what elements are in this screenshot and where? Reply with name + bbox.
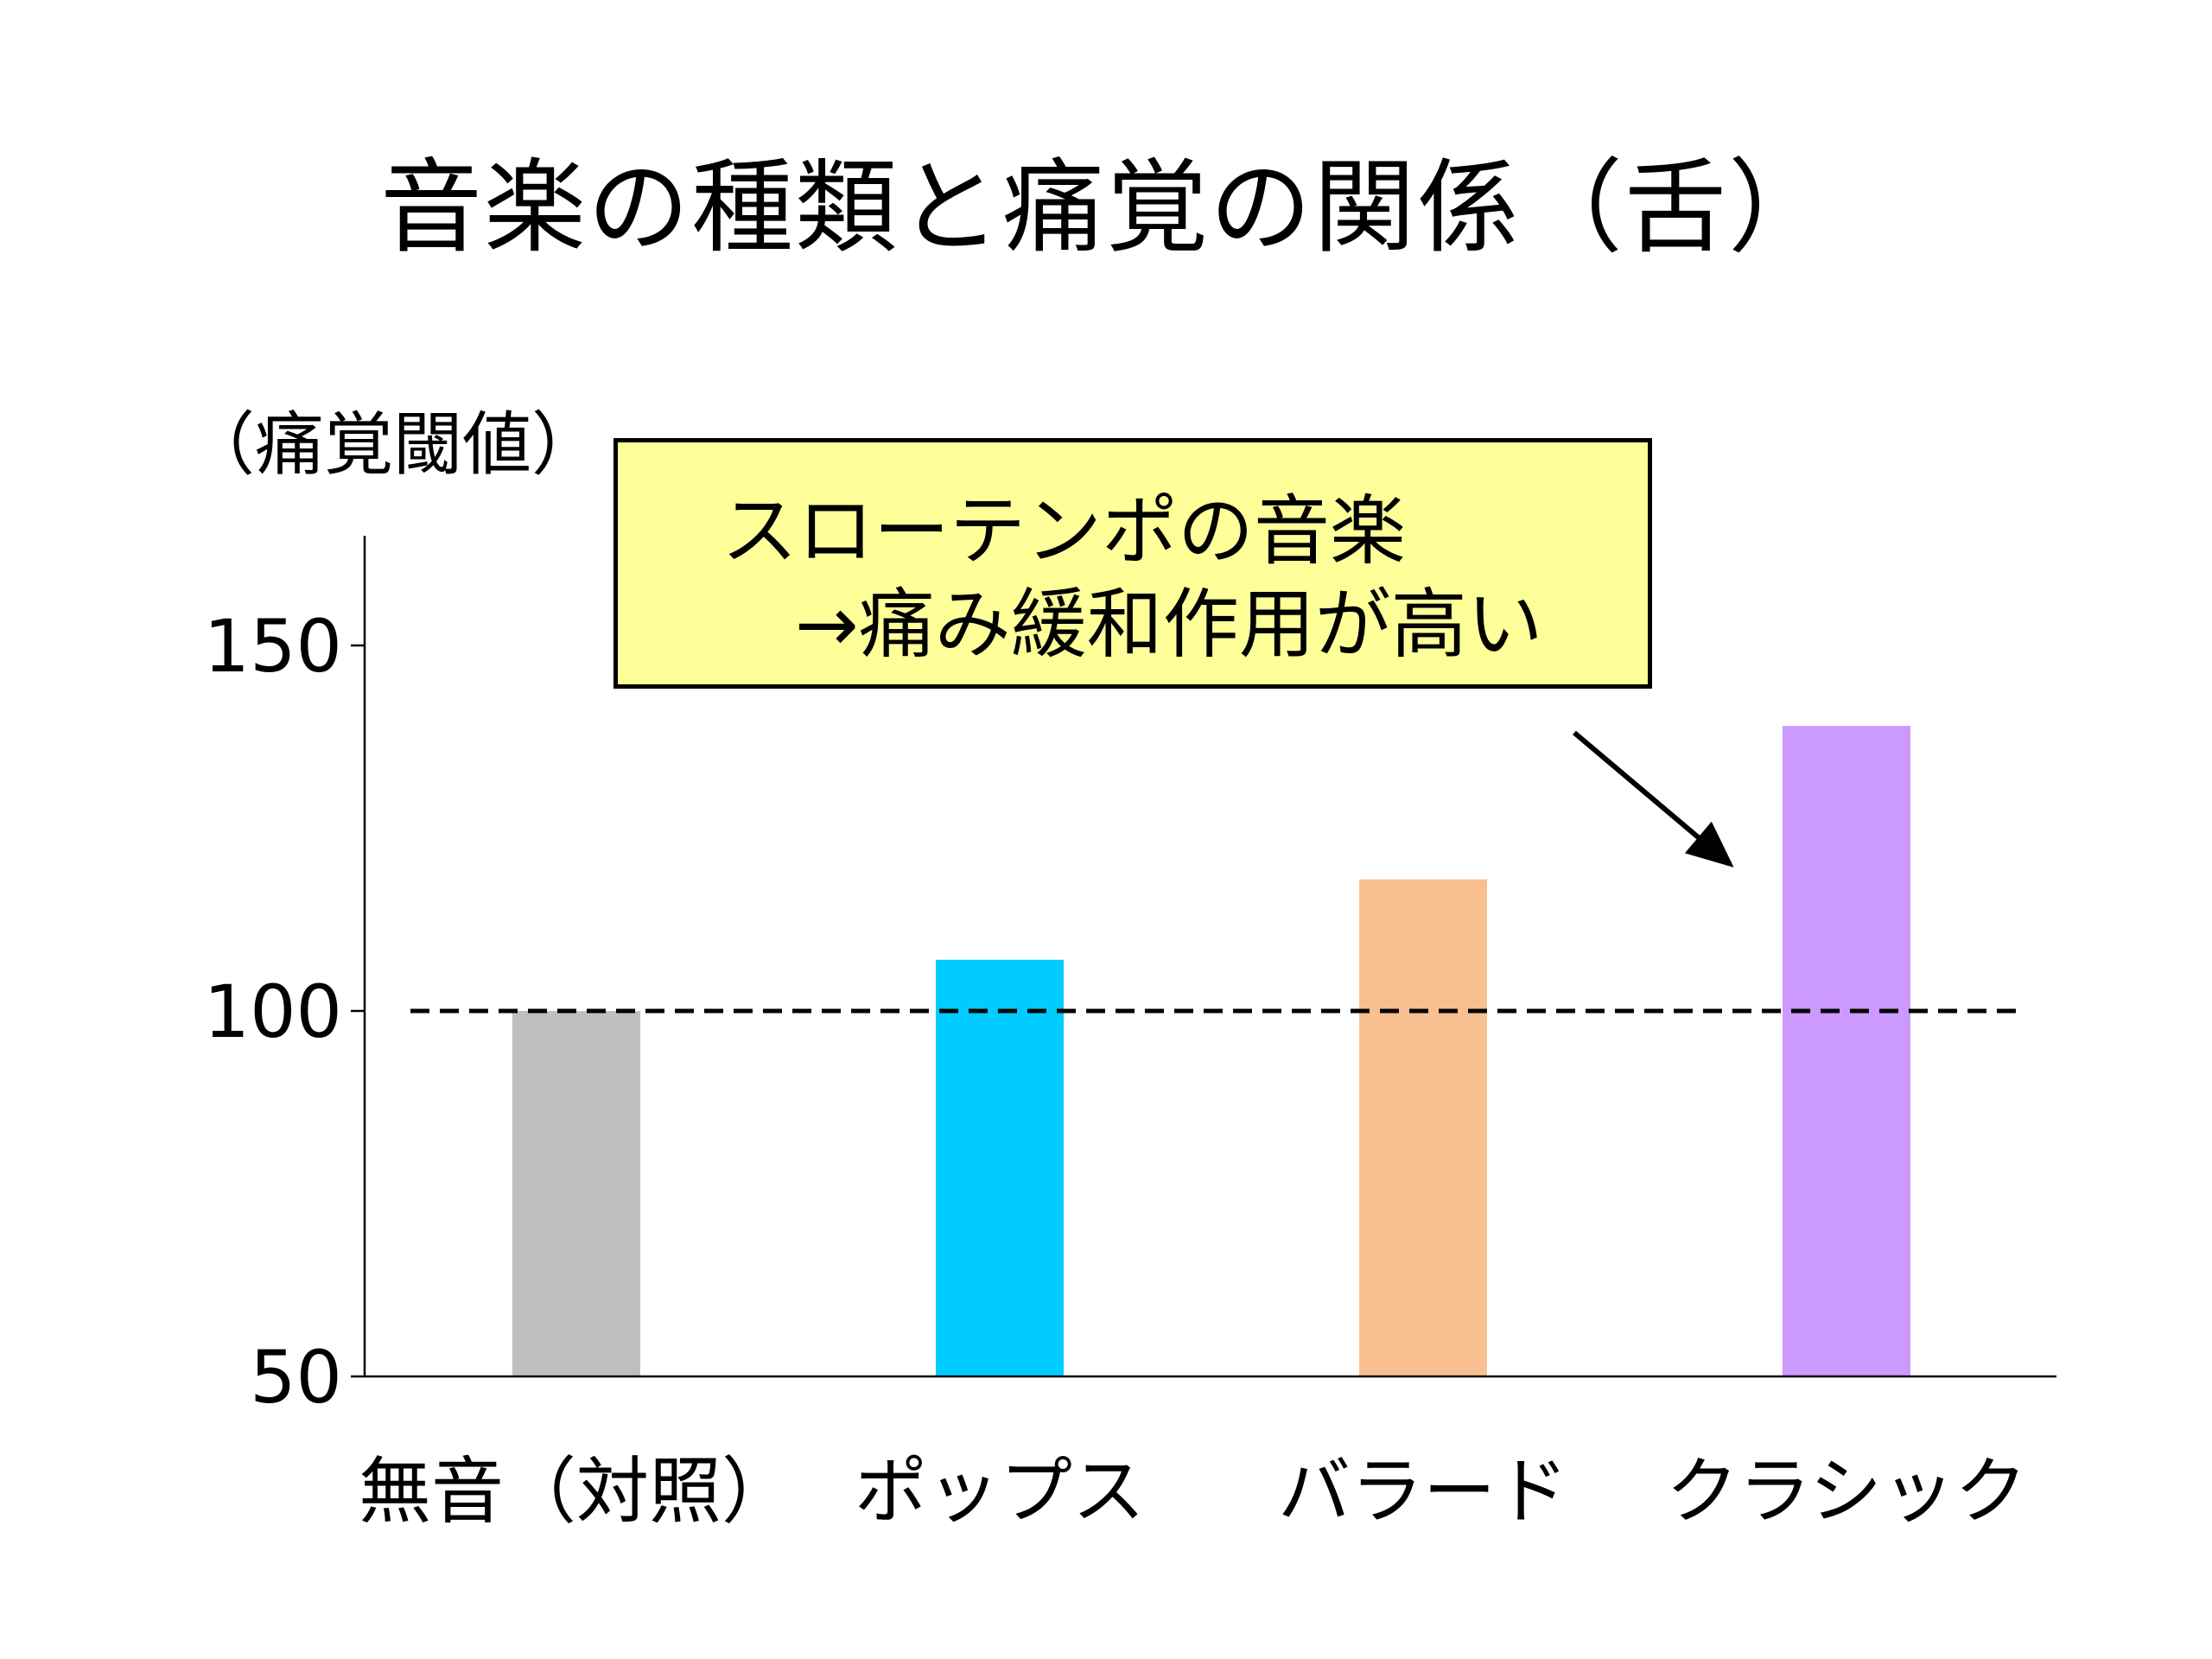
bar-1 bbox=[512, 1011, 640, 1376]
callout-line-1: スローテンポの音楽 bbox=[721, 486, 1407, 575]
chart-title: 音楽の種類と痛覚の関係（舌） bbox=[379, 148, 1832, 267]
callout-line-2: →痛み緩和作用が高い bbox=[795, 580, 1543, 669]
x-category-label-1: 無音（対照） bbox=[359, 1449, 794, 1534]
y-tick-label-100: 100 bbox=[204, 969, 342, 1054]
y-tick-label-50: 50 bbox=[250, 1335, 342, 1420]
y-axis-label: （痛覚閾値） bbox=[186, 404, 601, 485]
bar-4 bbox=[1783, 726, 1910, 1376]
y-tick-label-150: 150 bbox=[204, 604, 342, 689]
bar-3 bbox=[1359, 879, 1487, 1376]
callout-arrow bbox=[1573, 730, 1734, 868]
bar-2 bbox=[936, 959, 1064, 1376]
x-category-label-2: ポップス bbox=[855, 1449, 1145, 1534]
x-category-label-3: バラード bbox=[1278, 1449, 1568, 1534]
x-category-label-4: クラシック bbox=[1666, 1449, 2027, 1534]
annotation-callout: スローテンポの音楽 →痛み緩和作用が高い bbox=[613, 438, 1652, 689]
